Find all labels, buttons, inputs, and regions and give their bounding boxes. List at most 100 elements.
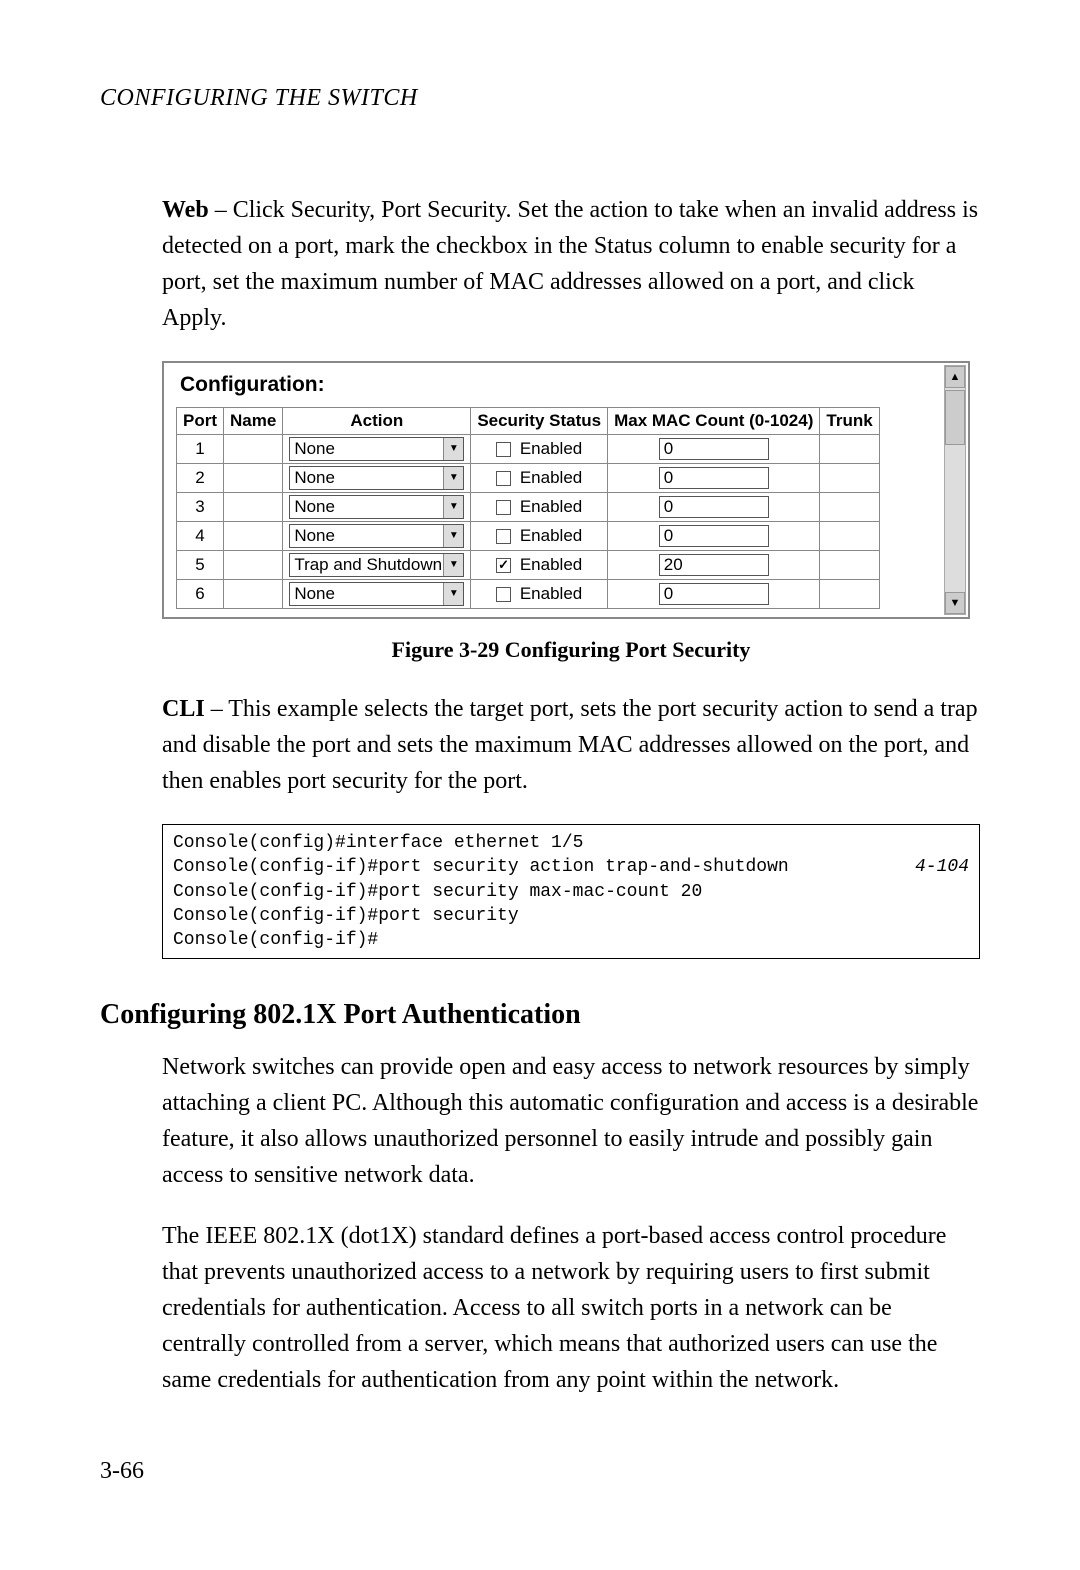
trunk-cell	[820, 493, 879, 522]
cli-line: Console(config-if)#port security action …	[173, 855, 969, 879]
cli-line: Console(config-if)#port security max-mac…	[173, 880, 969, 904]
port-cell: 5	[177, 551, 224, 580]
trunk-cell	[820, 551, 879, 580]
max-mac-input[interactable]: 0	[659, 438, 769, 460]
chevron-down-icon[interactable]: ▼	[443, 554, 463, 576]
cli-text: Console(config-if)#	[173, 928, 378, 952]
max-mac-input[interactable]: 20	[659, 554, 769, 576]
max-mac-input[interactable]: 0	[659, 525, 769, 547]
chevron-down-icon[interactable]: ▼	[443, 467, 463, 489]
column-header: Action	[283, 408, 471, 435]
enabled-checkbox[interactable]	[496, 471, 511, 486]
table-row: 5 Trap and Shutdown▼ Enabled 20	[177, 551, 880, 580]
name-cell	[224, 580, 283, 609]
cli-text: Console(config)#interface ethernet 1/5	[173, 831, 583, 855]
port-cell: 1	[177, 435, 224, 464]
port-cell: 6	[177, 580, 224, 609]
status-cell: Enabled	[471, 551, 608, 580]
trunk-cell	[820, 464, 879, 493]
name-cell	[224, 551, 283, 580]
cli-text: Console(config-if)#port security max-mac…	[173, 880, 702, 904]
action-select[interactable]: None▼	[289, 437, 464, 461]
enabled-checkbox[interactable]	[496, 500, 511, 515]
status-cell: Enabled	[471, 435, 608, 464]
table-row: 6 None▼ Enabled 0	[177, 580, 880, 609]
chevron-down-icon[interactable]: ▼	[443, 438, 463, 460]
page-number: 3-66	[100, 1458, 980, 1485]
enabled-checkbox[interactable]	[496, 442, 511, 457]
action-cell: None▼	[283, 493, 471, 522]
trunk-cell	[820, 435, 879, 464]
cli-line: Console(config-if)#	[173, 928, 969, 952]
table-row: 4 None▼ Enabled 0	[177, 522, 880, 551]
scrollbar[interactable]: ▲ ▼	[944, 365, 966, 615]
max-mac-input[interactable]: 0	[659, 496, 769, 518]
config-table: PortNameActionSecurity StatusMax MAC Cou…	[176, 407, 880, 609]
trunk-cell	[820, 522, 879, 551]
status-cell: Enabled	[471, 580, 608, 609]
column-header: Security Status	[471, 408, 608, 435]
cli-line: Console(config)#interface ethernet 1/5	[173, 831, 969, 855]
cli-text: Console(config-if)#port security action …	[173, 855, 789, 879]
max-cell: 0	[608, 522, 820, 551]
cli-rest: – This example selects the target port, …	[162, 696, 978, 794]
web-rest: – Click Security, Port Security. Set the…	[162, 197, 978, 331]
enabled-label: Enabled	[515, 526, 582, 545]
scroll-thumb[interactable]	[945, 390, 965, 445]
port-cell: 4	[177, 522, 224, 551]
action-select[interactable]: None▼	[289, 466, 464, 490]
cli-console: Console(config)#interface ethernet 1/5Co…	[162, 824, 980, 959]
action-select[interactable]: None▼	[289, 495, 464, 519]
column-header: Trunk	[820, 408, 879, 435]
cli-lead: CLI	[162, 696, 205, 722]
enabled-label: Enabled	[515, 584, 582, 603]
max-mac-input[interactable]: 0	[659, 467, 769, 489]
status-cell: Enabled	[471, 493, 608, 522]
max-cell: 20	[608, 551, 820, 580]
para-1: Network switches can provide open and ea…	[162, 1049, 980, 1193]
action-select[interactable]: None▼	[289, 582, 464, 606]
name-cell	[224, 464, 283, 493]
config-title: Configuration:	[180, 373, 968, 397]
cli-text: Console(config-if)#port security	[173, 904, 519, 928]
web-paragraph: Web – Click Security, Port Security. Set…	[162, 192, 980, 336]
max-cell: 0	[608, 580, 820, 609]
page-header: CONFIGURING THE SWITCH	[100, 85, 980, 112]
action-cell: None▼	[283, 435, 471, 464]
scroll-up-icon[interactable]: ▲	[945, 366, 965, 388]
cli-ref: 4-104	[885, 855, 969, 879]
enabled-label: Enabled	[515, 497, 582, 516]
chevron-down-icon[interactable]: ▼	[443, 496, 463, 518]
status-cell: Enabled	[471, 522, 608, 551]
enabled-checkbox[interactable]	[496, 558, 511, 573]
chevron-down-icon[interactable]: ▼	[443, 583, 463, 605]
column-header: Max MAC Count (0-1024)	[608, 408, 820, 435]
trunk-cell	[820, 580, 879, 609]
scroll-down-icon[interactable]: ▼	[945, 592, 965, 614]
name-cell	[224, 522, 283, 551]
name-cell	[224, 435, 283, 464]
max-cell: 0	[608, 464, 820, 493]
column-header: Name	[224, 408, 283, 435]
table-row: 1 None▼ Enabled 0	[177, 435, 880, 464]
chevron-down-icon[interactable]: ▼	[443, 525, 463, 547]
enabled-label: Enabled	[515, 439, 582, 458]
config-screenshot: ▲ ▼ Configuration: PortNameActionSecurit…	[162, 361, 970, 619]
enabled-label: Enabled	[515, 468, 582, 487]
enabled-checkbox[interactable]	[496, 587, 511, 602]
status-cell: Enabled	[471, 464, 608, 493]
enabled-checkbox[interactable]	[496, 529, 511, 544]
action-cell: None▼	[283, 522, 471, 551]
enabled-label: Enabled	[515, 555, 582, 574]
para-2: The IEEE 802.1X (dot1X) standard defines…	[162, 1218, 980, 1398]
action-cell: Trap and Shutdown▼	[283, 551, 471, 580]
action-cell: None▼	[283, 464, 471, 493]
cli-paragraph: CLI – This example selects the target po…	[162, 691, 980, 799]
max-mac-input[interactable]: 0	[659, 583, 769, 605]
action-select[interactable]: None▼	[289, 524, 464, 548]
action-select[interactable]: Trap and Shutdown▼	[289, 553, 464, 577]
section-heading: Configuring 802.1X Port Authentication	[100, 999, 980, 1031]
name-cell	[224, 493, 283, 522]
table-row: 3None▼ Enabled0	[177, 493, 880, 522]
port-cell: 2	[177, 464, 224, 493]
